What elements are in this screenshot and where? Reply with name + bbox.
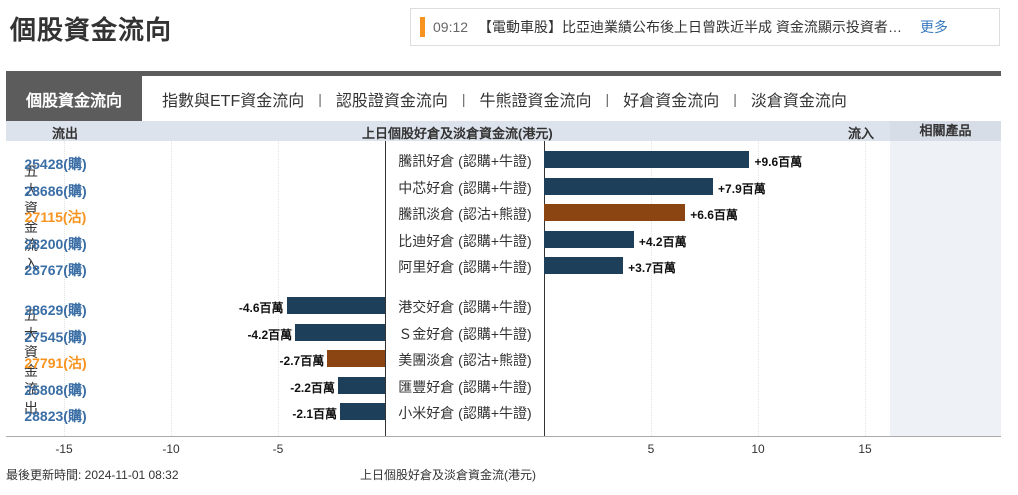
flow-bar[interactable]	[295, 323, 385, 341]
side-char: 金	[24, 218, 38, 235]
category-label: 匯豐好倉 (認購+牛證)	[398, 378, 532, 395]
tab-index-etf-flow[interactable]: 指數與ETF資金流向	[162, 92, 305, 110]
value-label: +4.2百萬	[638, 234, 687, 249]
tab-short-flow[interactable]: 淡倉資金流向	[750, 92, 847, 110]
related-product-link[interactable]: 27545(購)	[24, 328, 87, 345]
ticker-headline[interactable]: 【電動車股】比亞迪業績公布後上日曾跌近半成 資金流顯示投資者或...	[478, 19, 909, 35]
value-label: +6.6百萬	[690, 208, 738, 223]
flow-bar[interactable]	[544, 230, 634, 248]
category-label: 比迪好倉 (認購+牛證)	[398, 232, 532, 249]
x-gridline	[64, 141, 65, 436]
side-char: 大	[24, 181, 38, 198]
top-five-outflow-label: 五 大 資 金 流 出	[6, 306, 56, 417]
center-axis-left	[385, 141, 386, 436]
tab-long-flow[interactable]: 好倉資金流向	[623, 92, 720, 110]
side-char: 五	[24, 163, 38, 179]
outflow-header: 流出	[52, 126, 79, 141]
tab-stock-fund-flow[interactable]: 個股資金流向	[6, 76, 142, 121]
category-label: 騰訊淡倉 (認沽+熊證)	[398, 206, 532, 223]
related-product-link[interactable]: 25428(購)	[24, 156, 87, 172]
side-char: 入	[24, 255, 38, 272]
category-label: 美團淡倉 (認沽+熊證)	[398, 352, 532, 369]
tab-separator: |	[318, 90, 322, 107]
flow-bar[interactable]	[286, 297, 385, 314]
related-product-link[interactable]: 25808(購)	[24, 381, 87, 398]
flow-bar[interactable]	[337, 376, 385, 394]
category-label: 阿里好倉 (認購+牛證)	[398, 259, 532, 276]
inflow-header: 流入	[848, 126, 875, 141]
chart-header: 流出 上日個股好倉及淡倉資金流(港元) 流入	[6, 121, 890, 141]
value-label: -2.2百萬	[290, 380, 335, 395]
news-ticker[interactable]: 09:12 【電動車股】比亞迪業績公布後上日曾跌近半成 資金流顯示投資者或...…	[410, 8, 1000, 46]
x-gridline	[278, 141, 279, 436]
footer-caption: 上日個股好倉及淡倉資金流(港元)	[360, 468, 536, 482]
related-product-link[interactable]: 28767(購)	[24, 262, 87, 279]
category-label: 小米好倉 (認購+牛證)	[398, 405, 532, 422]
center-axis-right	[544, 141, 545, 436]
value-label: +9.6百萬	[754, 155, 803, 169]
x-gridline	[865, 141, 866, 436]
flow-bar[interactable]	[544, 151, 750, 168]
footer-updated: 最後更新時間: 2024-11-01 08:32	[6, 468, 179, 482]
x-tick-label: 10	[751, 442, 765, 456]
value-label: +7.9百萬	[718, 181, 766, 196]
related-product-link[interactable]: 28686(購)	[24, 182, 87, 199]
related-product-link[interactable]: 28823(購)	[24, 408, 87, 425]
value-label: -2.7百萬	[279, 354, 325, 369]
value-label: +3.7百萬	[628, 261, 676, 276]
value-label: -4.6百萬	[238, 301, 284, 315]
related-products-column	[890, 141, 1001, 436]
x-gridline	[758, 141, 759, 436]
category-label: 騰訊好倉 (認購+牛證)	[398, 153, 532, 169]
x-gridline	[651, 141, 652, 436]
flow-bar[interactable]	[340, 403, 385, 421]
flow-bar[interactable]	[327, 350, 385, 368]
value-label: -4.2百萬	[247, 327, 293, 342]
x-tick-label: -10	[162, 442, 180, 456]
x-gridline	[171, 141, 172, 436]
x-tick-label: -5	[272, 442, 284, 456]
page-title: 個股資金流向	[10, 15, 173, 45]
flow-bar[interactable]	[544, 257, 624, 275]
side-char: 出	[24, 399, 38, 416]
side-char: 大	[24, 325, 38, 342]
category-label: 港交好倉 (認購+牛證)	[398, 299, 532, 315]
x-axis-line	[6, 436, 1001, 437]
chart-header-title: 上日個股好倉及淡倉資金流(港元)	[362, 126, 553, 141]
tab-separator: |	[605, 90, 610, 107]
related-product-link[interactable]: 28629(購)	[24, 302, 87, 318]
related-product-link[interactable]: 28200(購)	[24, 235, 87, 252]
side-char: 五	[24, 307, 38, 323]
top-five-inflow-label: 五 大 資 金 流 入	[6, 162, 56, 273]
category-label: Ｓ金好倉 (認購+牛證)	[398, 325, 532, 342]
tab-bar: 個股資金流向 指數與ETF資金流向 | 認股證資金流向 | 牛熊證資金流向 | …	[6, 71, 1001, 121]
tab-cbbc-flow[interactable]: 牛熊證資金流向	[479, 92, 592, 110]
related-product-link[interactable]: 27791(沽)	[24, 355, 87, 372]
side-char: 流	[24, 237, 38, 253]
x-tick-label: -15	[55, 442, 73, 456]
tab-separator: |	[461, 90, 466, 107]
ticker-time: 09:12	[433, 19, 469, 35]
x-tick-label: 5	[647, 442, 655, 456]
category-label: 中芯好倉 (認購+牛證)	[398, 179, 532, 196]
tab-separator: |	[733, 90, 737, 107]
ticker-more-link[interactable]: 更多	[920, 19, 949, 35]
flow-bar[interactable]	[544, 204, 686, 222]
side-char: 金	[24, 362, 38, 379]
flow-bar[interactable]	[544, 177, 714, 195]
side-char: 資	[24, 200, 38, 216]
related-products-header: 相關產品	[890, 121, 1001, 141]
x-tick-label: 15	[858, 442, 872, 456]
ticker-accent-bar	[420, 17, 425, 37]
value-label: -2.1百萬	[292, 407, 338, 422]
side-char: 資	[24, 344, 38, 360]
related-product-link[interactable]: 27115(沽)	[24, 209, 87, 226]
tab-warrant-flow[interactable]: 認股證資金流向	[335, 92, 448, 110]
side-char: 流	[24, 381, 38, 397]
